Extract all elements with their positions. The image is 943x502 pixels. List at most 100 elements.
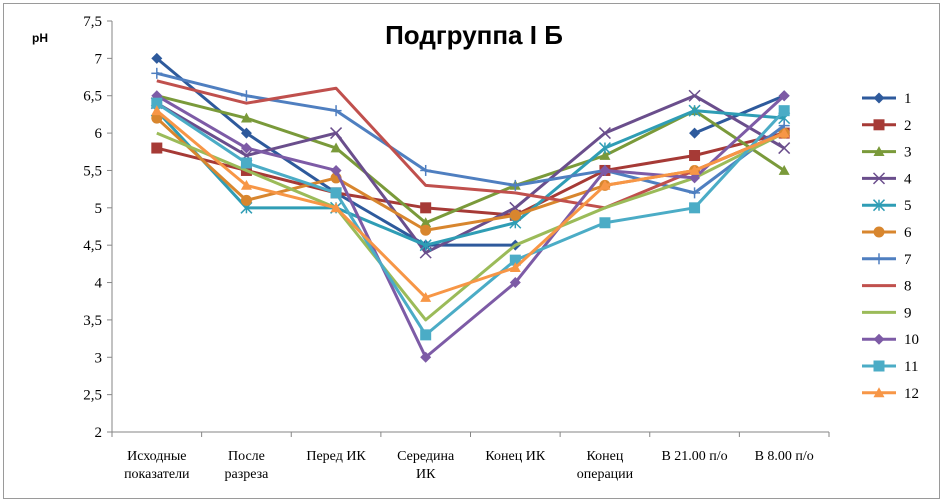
data-point-stroke [598, 127, 611, 140]
legend-marker [873, 253, 885, 265]
data-point [688, 89, 701, 102]
x-tick-label: В 8.00 п/о [755, 449, 814, 464]
series-10 [151, 90, 790, 363]
x-tick-label: Середина [397, 449, 455, 464]
data-point [420, 291, 432, 302]
legend-item: 3 [862, 145, 912, 161]
legend-label: 9 [904, 305, 912, 321]
data-point [330, 127, 343, 140]
y-tick-label: 2,5 [83, 388, 102, 404]
y-tick-label: 3,5 [83, 313, 102, 329]
plot-area: 2 2,5 3 3,5 4 4,5 5 5,5 6 6,5 7 7,5 Исходные показате… [83, 14, 830, 482]
x-tick-label: операции [577, 467, 634, 482]
legend-label: 5 [904, 198, 912, 214]
data-point [151, 112, 163, 124]
legend-item: 11 [862, 359, 918, 375]
legend-label: 12 [904, 386, 919, 402]
data-point-stroke [778, 142, 791, 155]
series-12 [151, 105, 790, 302]
y-tick-label: 5,5 [83, 163, 102, 179]
data-point [420, 217, 432, 228]
data-point [240, 157, 252, 169]
data-point [778, 142, 791, 155]
data-point [151, 142, 163, 154]
y-tick-label: 4,5 [83, 238, 102, 254]
x-tick-label: После [228, 449, 265, 464]
legend-marker [872, 199, 886, 212]
data-point [509, 262, 521, 272]
legend-marker-stroke [872, 172, 886, 185]
data-point [240, 142, 252, 154]
y-tick-label: 6 [95, 126, 103, 142]
legend-label: 6 [904, 225, 912, 241]
series-line [156, 131, 785, 217]
data-point [420, 164, 432, 176]
legend-item: 5 [862, 198, 912, 214]
x-tick-label: В 21.00 п/о [661, 449, 727, 464]
data-point [420, 224, 432, 236]
data-point [598, 127, 611, 140]
data-point [151, 97, 163, 109]
data-point-stroke [330, 127, 343, 140]
legend-label: 10 [904, 332, 919, 348]
legend-item: 8 [862, 279, 912, 295]
data-point [240, 127, 252, 139]
data-point [240, 112, 252, 123]
data-point [688, 104, 701, 117]
legend-marker [873, 333, 885, 345]
data-point [689, 172, 701, 184]
legend-label: 7 [904, 252, 912, 268]
data-point [509, 254, 521, 266]
y-tick-label: 4 [95, 276, 103, 292]
chart-frame: Подгруппа I Б pH 2 2,5 3 3,5 4 4,5 5 5,5 6 6,5 7 7,… [3, 3, 940, 499]
data-point [599, 150, 611, 160]
legend-marker [873, 92, 885, 104]
chart-svg: Подгруппа I Б pH 2 2,5 3 3,5 4 4,5 5 5,5 6 6,5 7 7,… [32, 14, 919, 482]
data-point [330, 164, 342, 176]
data-point [689, 202, 701, 214]
legend-label: 4 [904, 171, 912, 187]
data-point [598, 142, 611, 155]
data-point [509, 179, 521, 191]
legend-item: 12 [862, 386, 919, 402]
y-tick-label: 7,5 [83, 14, 102, 30]
data-point [240, 194, 252, 206]
data-point [509, 209, 521, 221]
data-point [689, 127, 701, 139]
data-point [509, 277, 521, 289]
data-point [330, 142, 342, 153]
x-tick-label: ИК [416, 467, 436, 482]
series-line [156, 94, 786, 359]
data-point [689, 187, 701, 199]
y-tick-label: 3 [95, 350, 103, 366]
legend-label: 1 [904, 91, 912, 107]
data-point [599, 164, 611, 176]
series-line [156, 71, 786, 195]
legend-marker [873, 360, 885, 372]
legend-marker [873, 119, 885, 131]
data-point [420, 202, 432, 214]
legend-label: 8 [904, 279, 912, 295]
legend-marker [873, 226, 885, 238]
data-point [599, 179, 611, 190]
y-tick-label: 6,5 [83, 89, 102, 105]
chart-title: Подгруппа I Б [385, 20, 563, 50]
legend-item: 9 [862, 305, 912, 321]
y-tick-label: 7 [95, 51, 103, 67]
legend-item: 7 [862, 252, 912, 268]
data-point [419, 239, 432, 252]
data-point [151, 67, 163, 79]
legend-item: 4 [862, 171, 912, 187]
x-tick-label: разреза [225, 467, 270, 482]
data-point [330, 105, 342, 117]
data-point [778, 105, 790, 117]
data-point-stroke [688, 89, 701, 102]
y-tick-label: 2 [95, 425, 103, 441]
series-line [155, 109, 785, 247]
data-point [689, 150, 701, 162]
series-11 [151, 97, 790, 341]
x-tick-label: Конец ИК [485, 449, 545, 464]
data-point [778, 127, 790, 138]
x-tick-label: Перед ИК [306, 449, 366, 464]
